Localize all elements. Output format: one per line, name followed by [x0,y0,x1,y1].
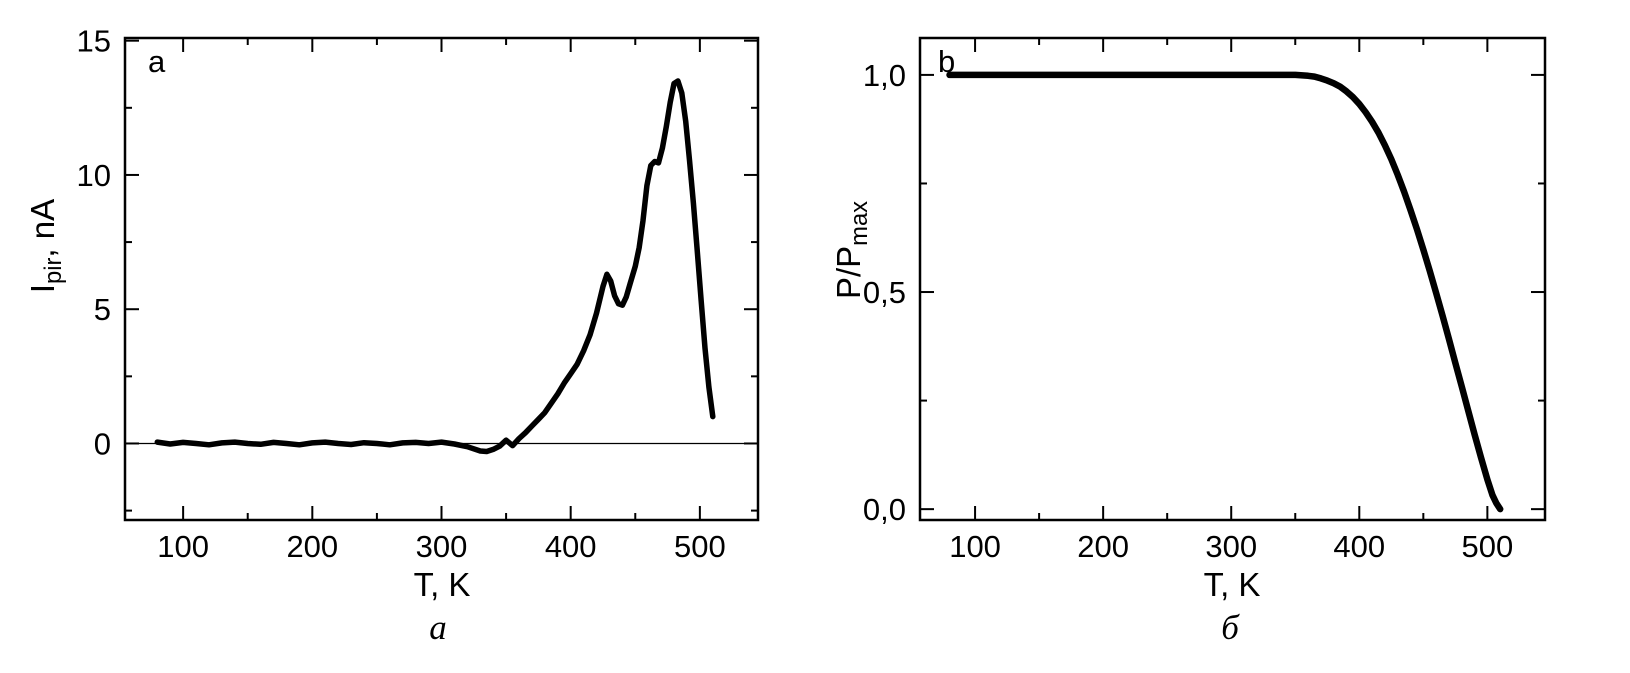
svg-text:500: 500 [1461,529,1513,564]
y-axis-label-b-symbol: P/P [830,245,868,300]
svg-text:300: 300 [1205,529,1257,564]
svg-text:200: 200 [286,529,338,564]
svg-text:1,0: 1,0 [863,58,906,93]
y-axis-label-b-subscript: max [845,200,873,246]
svg-text:0,0: 0,0 [863,492,906,527]
svg-text:100: 100 [157,529,209,564]
x-axis-label-a: T, K [413,566,471,603]
panel-b-corner-label: b [938,44,956,79]
panel-b-caption: б [1221,608,1239,647]
svg-text:15: 15 [77,24,111,59]
chart-b-plot: 100 200 300 400 500 0,0 0,5 1,0 [863,36,1547,564]
svg-text:5: 5 [94,292,111,327]
y-axis-label-a: Ipir, nA [24,199,68,293]
svg-text:100: 100 [949,529,1001,564]
y-axis-label-a-unit: , nA [24,198,62,258]
panel-a-corner-label: a [148,44,166,79]
x-axis-label-b: T, K [1203,566,1261,603]
panel-a-caption: a [429,608,447,647]
y-axis-label-a-symbol: I [24,283,62,294]
y-axis-label-a-subscript: pir [39,257,67,284]
svg-text:200: 200 [1077,529,1129,564]
svg-text:0,5: 0,5 [863,275,906,310]
y-axis-label-b: P/Pmax [830,201,874,299]
svg-text:0: 0 [94,426,111,461]
svg-text:10: 10 [77,158,111,193]
svg-text:300: 300 [416,529,468,564]
svg-text:400: 400 [1333,529,1385,564]
svg-text:400: 400 [545,529,597,564]
svg-text:500: 500 [674,529,726,564]
chart-a-plot: 100 200 300 400 500 0 5 10 15 [77,24,760,564]
